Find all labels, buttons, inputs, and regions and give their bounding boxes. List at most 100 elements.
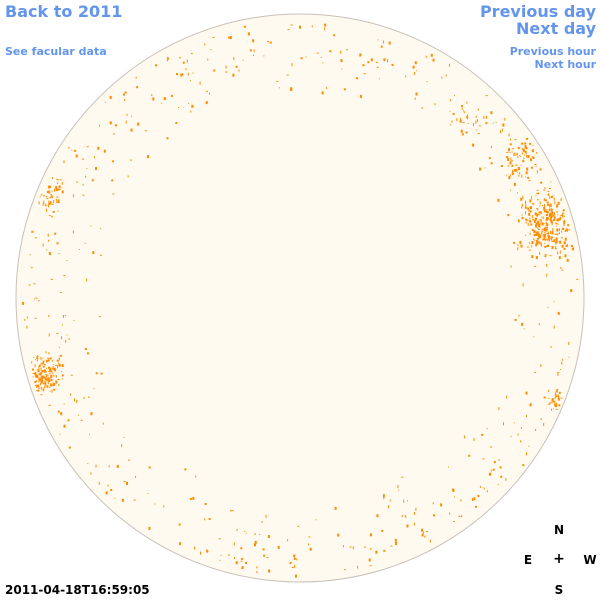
facula-point: [512, 169, 514, 173]
next-day-link[interactable]: Next day: [516, 19, 596, 38]
facula-point: [521, 214, 523, 216]
facula-point: [460, 129, 463, 133]
facula-point: [519, 172, 521, 175]
facula-point: [550, 345, 552, 348]
facula-point: [163, 97, 166, 101]
facula-point: [546, 217, 548, 221]
facula-point: [567, 230, 568, 232]
facula-point: [550, 215, 553, 219]
facula-point: [36, 359, 38, 362]
facula-point: [434, 103, 436, 106]
facula-point: [341, 68, 343, 70]
facula-point: [42, 375, 45, 379]
facula-point: [537, 237, 539, 239]
facula-point: [520, 164, 522, 166]
previous-day-link[interactable]: Previous day: [479, 2, 596, 21]
facula-point: [43, 195, 46, 197]
facula-point: [55, 364, 57, 366]
next-hour-link[interactable]: Next hour: [534, 58, 597, 71]
facula-point: [521, 152, 523, 155]
facula-point: [243, 25, 246, 28]
facula-point: [236, 529, 238, 531]
facula-point: [57, 188, 59, 191]
facula-point: [291, 566, 294, 568]
facula-point: [105, 491, 108, 495]
facula-point: [207, 58, 209, 61]
facula-point: [531, 196, 533, 200]
facula-point: [204, 503, 207, 505]
facula-point: [108, 465, 110, 468]
facula-point: [253, 49, 255, 53]
facula-point: [33, 356, 35, 358]
facula-point: [166, 58, 168, 62]
facula-point: [48, 252, 51, 256]
facula-point: [521, 147, 523, 150]
observation-timestamp: 2011-04-18T16:59:05: [5, 583, 150, 597]
facula-point: [147, 493, 149, 495]
facula-point: [552, 194, 554, 196]
see-facular-data-link[interactable]: See facular data: [5, 45, 107, 58]
facula-point: [44, 377, 47, 380]
facula-point: [414, 61, 417, 65]
facula-point: [37, 369, 40, 373]
facula-point: [34, 364, 36, 368]
facula-point: [536, 208, 539, 210]
facula-point: [552, 208, 554, 210]
facula-point: [123, 93, 125, 96]
facula-point: [517, 156, 519, 159]
facula-point: [461, 515, 463, 518]
facula-point: [563, 241, 566, 245]
facula-point: [126, 482, 128, 485]
facula-point: [506, 174, 508, 176]
facula-point: [50, 194, 52, 197]
facula-point: [48, 377, 50, 381]
facula-point: [376, 66, 379, 68]
facula-point: [550, 220, 553, 224]
facula-point: [98, 316, 101, 318]
facula-point: [543, 234, 546, 238]
facula-point: [340, 59, 343, 63]
facula-point: [545, 221, 547, 224]
facula-point: [287, 29, 290, 31]
facula-point: [544, 203, 545, 207]
facula-point: [53, 366, 55, 368]
facula-point: [43, 380, 45, 382]
facula-point: [476, 129, 478, 131]
facula-point: [41, 381, 43, 384]
facula-point: [57, 200, 60, 204]
previous-hour-link[interactable]: Previous hour: [509, 45, 596, 58]
facula-point: [254, 543, 256, 547]
facula-point: [529, 210, 532, 213]
facula-point: [509, 143, 512, 146]
facula-point: [550, 196, 553, 198]
facula-point: [534, 217, 537, 221]
facula-point: [56, 178, 59, 180]
facula-point: [415, 70, 417, 72]
facula-point: [433, 514, 435, 517]
facula-point: [38, 387, 41, 389]
facula-point: [192, 496, 195, 500]
facula-point: [539, 252, 541, 255]
facula-point: [286, 74, 289, 76]
facula-point: [542, 234, 544, 237]
facula-point: [520, 440, 521, 443]
facula-point: [524, 206, 527, 209]
facula-point: [552, 215, 554, 218]
facula-point: [268, 569, 271, 573]
facula-point: [549, 236, 551, 239]
facula-point: [451, 120, 453, 123]
facula-point: [167, 56, 169, 59]
back-to-year-link[interactable]: Back to 2011: [5, 2, 123, 21]
facula-point: [111, 179, 114, 182]
facula-point: [506, 395, 508, 399]
facula-point: [549, 213, 551, 215]
facula-point: [44, 382, 47, 385]
facula-point: [516, 164, 518, 166]
facula-point: [58, 346, 60, 348]
facula-point: [553, 301, 555, 303]
facula-point: [31, 230, 34, 233]
facula-point: [517, 147, 520, 149]
facula-point: [551, 238, 553, 241]
facula-point: [37, 300, 40, 302]
facula-point: [231, 510, 234, 512]
